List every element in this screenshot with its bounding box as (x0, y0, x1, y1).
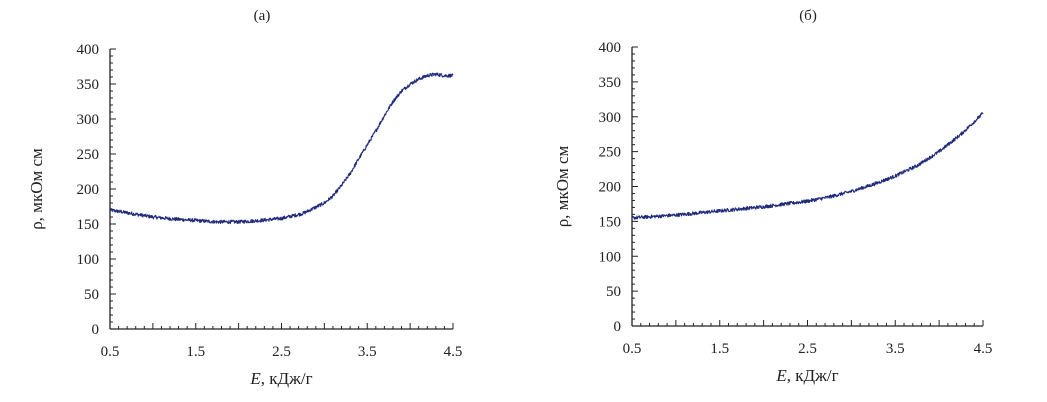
x-tick-label: 3.5 (886, 341, 905, 357)
data-point (443, 74, 445, 76)
data-point (349, 172, 351, 174)
x-tick-label: 4.5 (444, 344, 463, 360)
x-tick-label: 0.5 (101, 344, 120, 360)
y-tick-label: 100 (77, 252, 100, 268)
x-tick-label: 1.5 (186, 344, 205, 360)
data-point (280, 217, 282, 219)
data-point (109, 209, 111, 211)
x-tick-label: 3.5 (358, 344, 377, 360)
y-tick-label: 350 (77, 77, 100, 93)
data-point (872, 183, 874, 185)
x-tick-label: 2.5 (798, 341, 817, 357)
data-point (418, 78, 420, 80)
y-tick-label: 0 (614, 319, 622, 335)
chart-panel-b: (б) 0 50 100 150 200 250 300 350 400 0.5 1.5 2.5 3.5 4… (553, 8, 992, 385)
data-point (894, 175, 896, 177)
data-point (653, 215, 655, 217)
data-point (762, 206, 764, 208)
chart-panel-a: (а) 0 50 100 150 200 250 300 350 400 0.5 1.5 2.5 3.5 4… (27, 8, 462, 388)
data-point (366, 144, 368, 146)
y-tick-label: 250 (599, 145, 622, 161)
data-point (152, 216, 154, 218)
data-point (850, 190, 852, 192)
data-point (383, 114, 385, 116)
y-tick-label: 400 (599, 40, 622, 56)
data-point (960, 133, 962, 135)
data-point (828, 196, 830, 198)
series-line (109, 72, 454, 225)
x-tick-label: 0.5 (623, 341, 642, 357)
y-tick-label: 200 (77, 182, 100, 198)
y-axis-label: ρ, мкОм см (27, 148, 46, 230)
y-tick-label: 150 (599, 214, 622, 230)
y-tick-label: 100 (599, 249, 622, 265)
y-axis-label: ρ, мкОм см (553, 145, 572, 227)
data-point (340, 184, 342, 186)
data-point (675, 214, 677, 216)
data-point (697, 212, 699, 214)
data-point (332, 195, 334, 197)
data-point (302, 212, 304, 214)
data-point (357, 158, 359, 160)
y-tick-label: 150 (77, 217, 100, 233)
x-axis-label: E, кДж/г (775, 366, 838, 385)
data-point (195, 219, 197, 221)
y-tick-label: 350 (599, 75, 622, 91)
x-tick-label: 2.5 (272, 344, 291, 360)
x-axis-label: E, кДж/г (249, 369, 312, 388)
x-tick-label: 4.5 (974, 341, 993, 357)
series-line (631, 112, 984, 220)
y-tick-label: 50 (606, 284, 621, 300)
data-point (426, 74, 428, 76)
data-point (392, 100, 394, 102)
data-point (719, 210, 721, 212)
data-point (237, 221, 239, 223)
data-point (938, 150, 940, 152)
data-point (452, 74, 454, 76)
data-point (216, 221, 218, 223)
data-point (400, 90, 402, 92)
y-tick-label: 300 (599, 110, 622, 126)
data-point (631, 217, 633, 219)
data-point (806, 200, 808, 202)
data-point (323, 202, 325, 204)
y-tick-label: 300 (77, 112, 100, 128)
data-point (982, 112, 984, 114)
data-point (740, 208, 742, 210)
x-tick-label: 1.5 (710, 341, 729, 357)
panel-label: (б) (799, 8, 817, 24)
y-tick-label: 200 (599, 180, 622, 196)
panel-label: (а) (254, 8, 271, 24)
y-tick-label: 250 (77, 147, 100, 163)
data-point (130, 212, 132, 214)
y-tick-label: 0 (92, 322, 100, 338)
data-point (916, 164, 918, 166)
data-point (173, 218, 175, 220)
data-point (784, 203, 786, 205)
data-point (259, 219, 261, 221)
data-point (435, 73, 437, 75)
y-tick-label: 400 (77, 42, 100, 58)
y-tick-label: 50 (84, 287, 99, 303)
data-point (409, 83, 411, 85)
data-point (375, 130, 377, 132)
